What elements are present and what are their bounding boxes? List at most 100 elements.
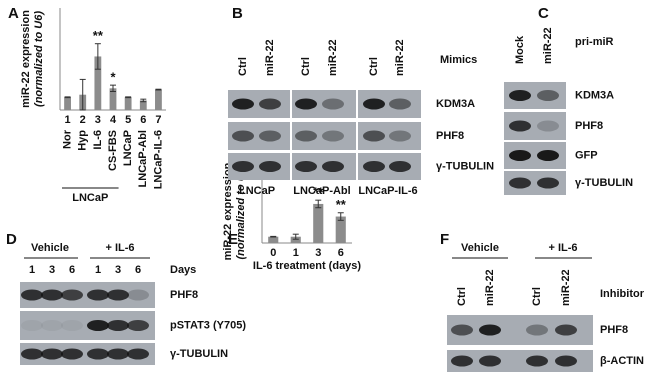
blot-band <box>322 161 344 172</box>
y-axis-label: miR-22 expression <box>20 10 32 108</box>
blot-band <box>87 320 109 331</box>
bar <box>124 97 132 110</box>
blot-band <box>232 98 254 110</box>
panel-letter: D <box>6 231 17 248</box>
group-label: + IL-6 <box>105 242 134 254</box>
blot-band <box>232 161 254 172</box>
bar <box>64 97 71 110</box>
blot-band <box>363 98 385 110</box>
significance: ** <box>336 197 347 212</box>
row-label: β-ACTIN <box>600 355 644 367</box>
y-axis-label: miR-22 expression <box>222 162 234 260</box>
row-label: PHF8 <box>170 289 198 301</box>
y-axis-label-note: (normalized to U6) <box>235 163 247 259</box>
bar <box>268 236 279 243</box>
x-tick-number: 7 <box>155 114 161 126</box>
blot-band <box>295 130 317 142</box>
x-tick-number: 1 <box>65 114 71 126</box>
blot-band <box>451 324 473 336</box>
bar <box>139 100 147 110</box>
lane-label: 6 <box>69 264 75 276</box>
x-tick-label: 0 <box>270 247 276 259</box>
lane-label: Ctrl <box>300 57 312 76</box>
x-tick-number: 2 <box>80 114 86 126</box>
x-axis-label: IL-6 treatment (days) <box>253 260 362 272</box>
blot-band <box>259 98 281 110</box>
y-axis-label-note: (normalized to U6) <box>33 11 45 107</box>
row-label: pSTAT3 (Y705) <box>170 319 246 331</box>
lane-label: miR-22 <box>542 27 554 64</box>
blot-band <box>87 289 109 301</box>
blot-band <box>509 90 531 101</box>
lane-label: 1 <box>95 264 101 276</box>
panel-letter: E <box>228 231 238 248</box>
x-tick-number: 4 <box>110 114 117 126</box>
x-tick-label: IL-6 <box>92 130 104 150</box>
group-label: Vehicle <box>461 242 499 254</box>
lane-title: Days <box>170 264 196 276</box>
blot-band <box>107 320 129 331</box>
lane-label: miR-22 <box>264 39 276 76</box>
blot-band <box>21 289 43 301</box>
lane-label: 3 <box>49 264 55 276</box>
lane-label: Ctrl <box>368 57 380 76</box>
row-label: GFP <box>575 149 598 161</box>
blot-band <box>509 150 531 161</box>
significance: ** <box>93 28 104 43</box>
bar <box>109 88 117 110</box>
row-label: PHF8 <box>600 324 628 336</box>
row-label: PHF8 <box>575 120 603 132</box>
blot-band <box>127 289 149 301</box>
blot-band <box>537 90 559 101</box>
blot-band <box>295 98 317 110</box>
blot-band <box>259 161 281 172</box>
row-label: γ-TUBULIN <box>170 348 228 360</box>
blot-band <box>232 130 254 142</box>
blot-band <box>479 355 501 367</box>
group-label: LNCaP <box>239 185 275 197</box>
blot-band <box>127 348 149 360</box>
bar <box>155 89 162 110</box>
lane-label: miR-22 <box>394 39 406 76</box>
panel-letter: A <box>8 5 19 22</box>
x-tick-label: LNCaP-IL-6 <box>152 130 164 189</box>
lane-label: 3 <box>115 264 121 276</box>
panel-letter: B <box>232 5 243 22</box>
blot-band <box>479 324 501 336</box>
lane-label: Ctrl <box>237 57 249 76</box>
row-label: KDM3A <box>436 98 475 110</box>
blot-band <box>389 130 411 142</box>
bar <box>94 56 102 110</box>
blot-band <box>259 130 281 142</box>
group-label: LNCaP-IL-6 <box>358 185 417 197</box>
blot-band <box>41 289 63 301</box>
blot-band <box>389 161 411 172</box>
lane-label: Mock <box>514 35 526 64</box>
group-label: LNCaP <box>72 192 108 204</box>
blot-band <box>322 98 344 110</box>
x-tick-label: CS-FBS <box>107 130 119 171</box>
blot-band <box>21 348 43 360</box>
x-tick-label: 3 <box>315 247 321 259</box>
panel-letter: C <box>538 5 549 22</box>
x-tick-number: 3 <box>95 114 101 126</box>
x-tick-label: LNCaP-Abl <box>137 130 149 187</box>
blot-band <box>363 130 385 142</box>
lane-label: Ctrl <box>456 287 468 306</box>
blot-band <box>107 348 129 360</box>
blot-band <box>537 177 559 189</box>
lane-title: Inhibitor <box>600 288 645 300</box>
group-label: LNCaP-Abl <box>293 185 350 197</box>
blot-band <box>555 324 577 336</box>
blot-band <box>61 320 83 331</box>
x-tick-label: 6 <box>338 247 344 259</box>
lane-label: miR-22 <box>560 269 572 306</box>
blot-band <box>61 348 83 360</box>
blot-band <box>537 150 559 161</box>
blot-band <box>41 320 63 331</box>
bar <box>313 203 324 243</box>
blot-band <box>87 348 109 360</box>
blot-band <box>21 320 43 331</box>
blot-band <box>295 161 317 172</box>
